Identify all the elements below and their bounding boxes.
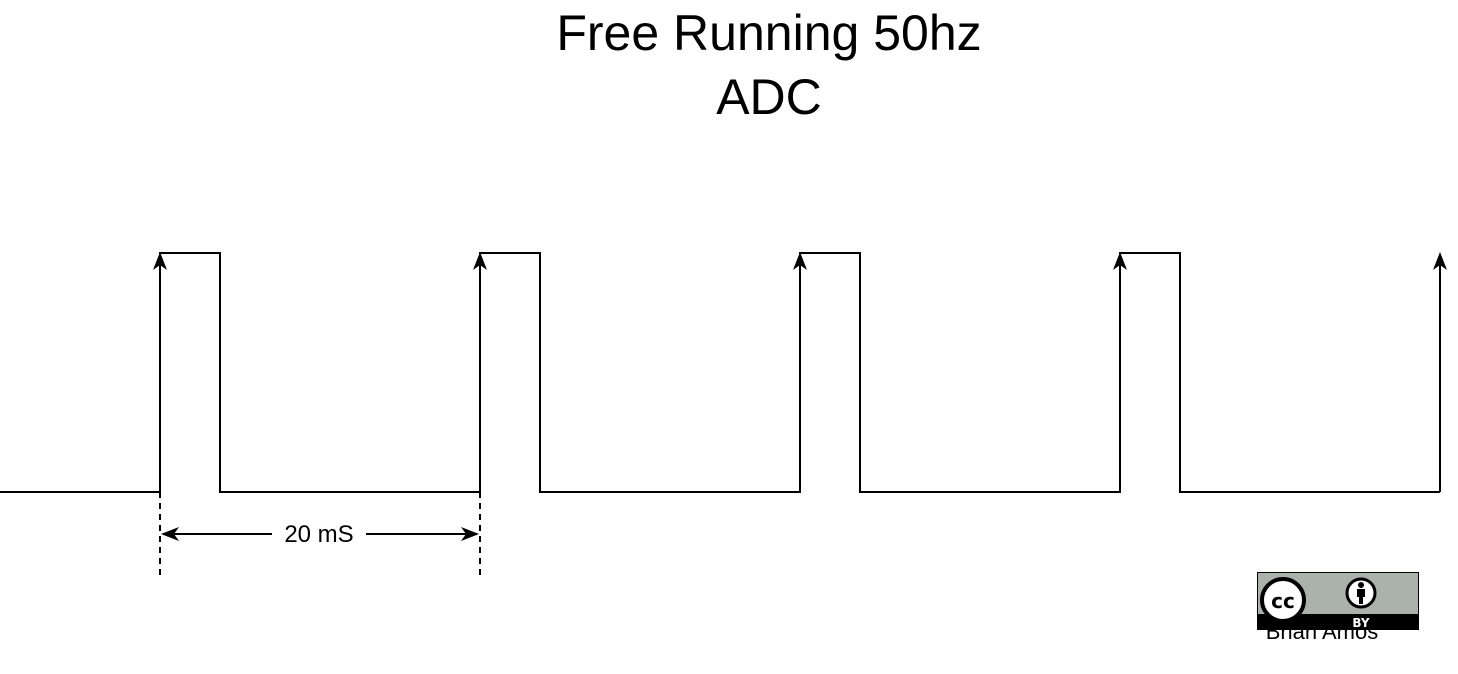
cc-by-license-badge: cc BY [1257,572,1419,630]
dimension-arrowhead-left [161,527,179,541]
trigger-arrowhead [153,252,167,270]
diagram-title-line-2: ADC [716,69,822,125]
trigger-arrows [153,252,1447,492]
attribution-person-icon [1345,577,1377,609]
trigger-arrowhead [793,252,807,270]
creative-commons-icon: cc [1260,577,1306,623]
trigger-arrowhead [1433,252,1447,270]
by-text: BY [1352,616,1369,630]
svg-text:cc: cc [1271,589,1295,613]
dimension-arrowhead-right [461,527,479,541]
period-label: 20 mS [272,522,366,548]
trigger-arrowhead [1113,252,1127,270]
diagram-title-line-1: Free Running 50hz [556,5,982,61]
trigger-arrowhead [473,252,487,270]
adc-waveform [0,252,1440,493]
